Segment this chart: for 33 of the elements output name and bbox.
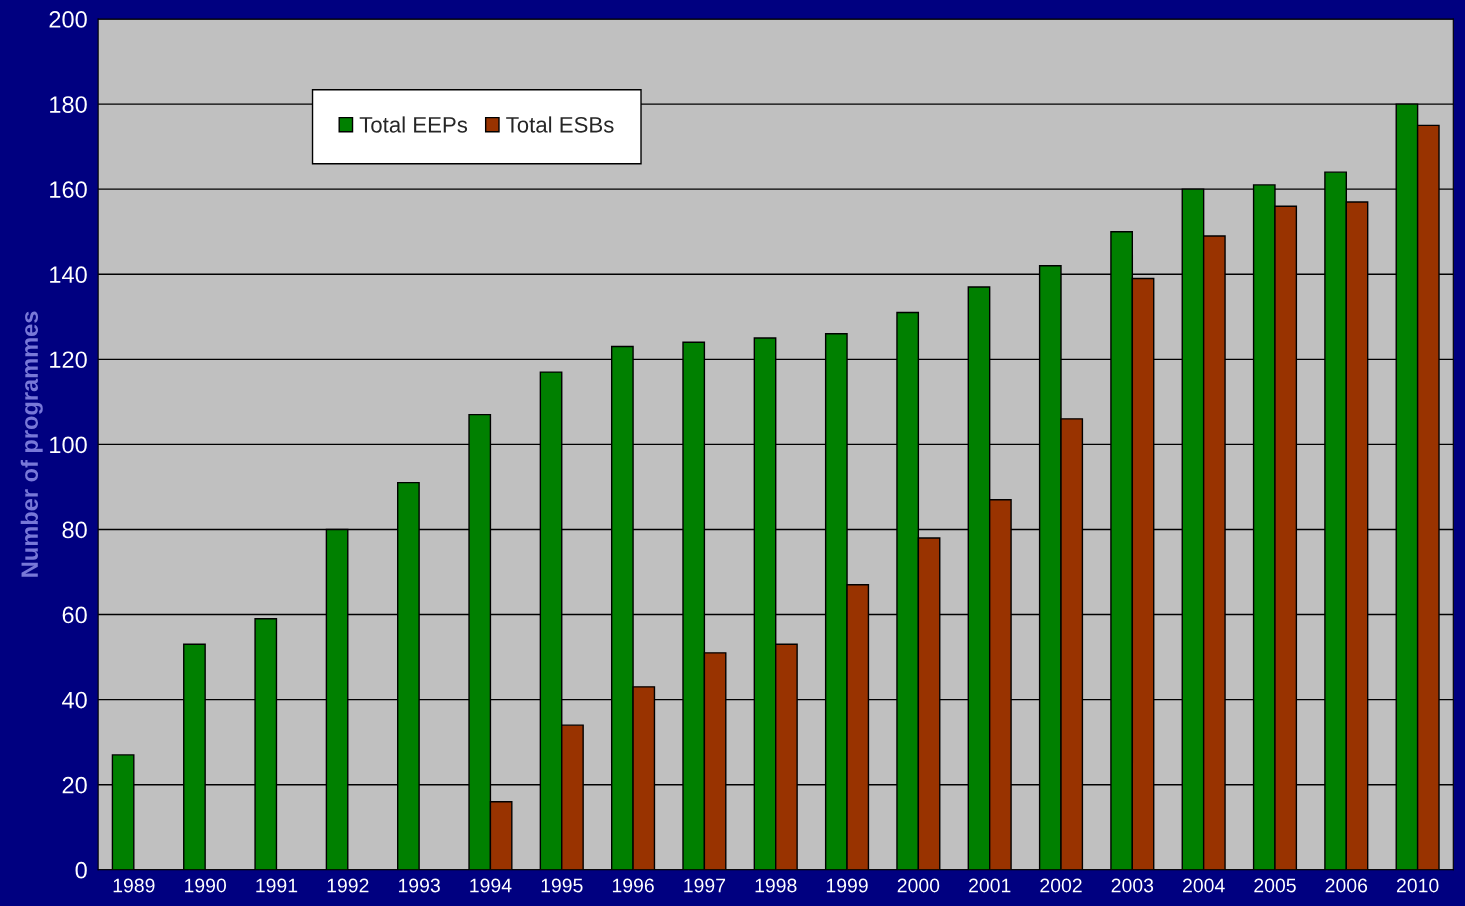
x-tick-label: 1989 [113,878,155,893]
x-tick-label: 1996 [612,878,654,893]
x-tick-label: 1991 [256,878,298,893]
y-tick-label: 180 [50,96,87,113]
y-tick-label: 80 [62,521,87,539]
x-tick-label: 1992 [327,878,369,893]
x-tick-label: 2000 [897,878,940,893]
x-tick-label: 2004 [1183,878,1225,893]
x-tick-label: 2006 [1325,878,1368,893]
y-tick-label: 140 [50,266,87,284]
x-tick-label: 1995 [541,878,583,893]
x-tick-label: 1994 [470,878,512,893]
x-tick-label: 1990 [185,878,227,893]
x-tick-label: 2010 [1396,878,1439,893]
y-tick-label: 160 [50,181,87,198]
y-tick-label: 120 [50,351,87,369]
legend-label: Total EEPs [359,116,468,133]
legend-label: Total ESBs [506,116,614,133]
x-tick-label: 2003 [1111,878,1154,893]
x-tick-label: 1997 [684,878,726,893]
x-tick-label: 2001 [969,878,1011,893]
y-tick-label: 100 [50,436,87,454]
x-tick-label: 1999 [826,878,868,893]
x-tick-label: 2002 [1040,878,1082,893]
y-axis-title: Number of programmes [20,311,43,577]
x-tick-label: 1993 [398,878,440,893]
x-tick-label: 2005 [1254,878,1296,893]
y-tick-label: 40 [62,691,87,709]
y-tick-label: 20 [62,776,87,794]
y-tick-label: 0 [75,861,87,879]
y-tick-label: 60 [62,606,87,624]
x-tick-label: 1998 [755,878,797,893]
y-tick-label: 200 [49,11,87,28]
